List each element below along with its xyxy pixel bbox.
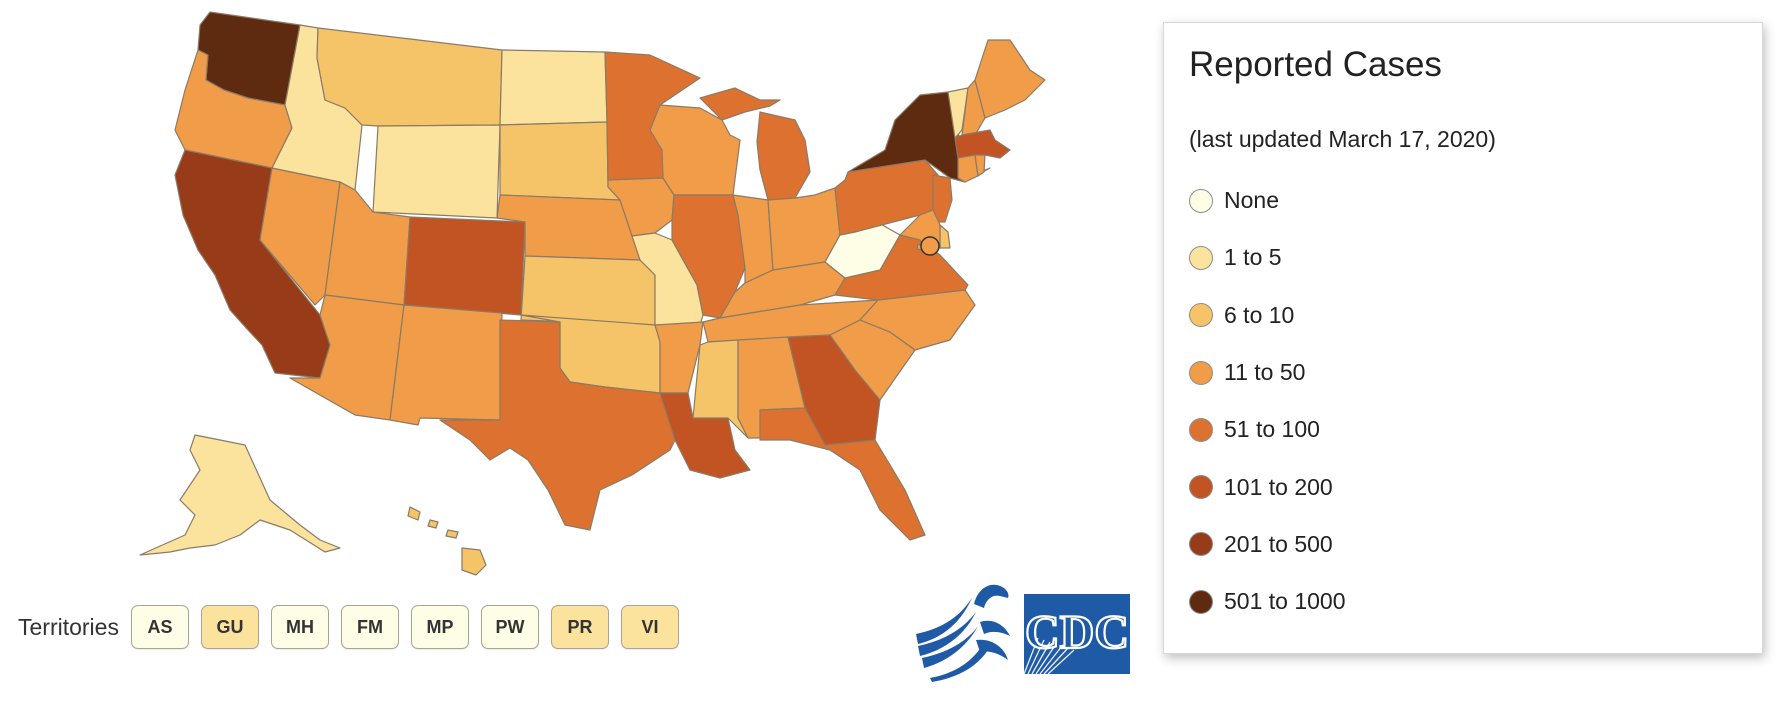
territory-button-mh[interactable]: MH bbox=[270, 605, 329, 649]
territories-label: Territories bbox=[18, 613, 119, 640]
state-tx[interactable] bbox=[439, 319, 676, 531]
territory-button-as[interactable]: AS bbox=[130, 605, 189, 649]
state-fl[interactable] bbox=[759, 407, 926, 541]
legend-item: 1 to 5 bbox=[1189, 229, 1762, 286]
legend-label: 6 to 10 bbox=[1224, 301, 1295, 328]
state-de[interactable] bbox=[939, 224, 951, 249]
state-ri[interactable] bbox=[974, 154, 986, 177]
state-co[interactable] bbox=[403, 216, 526, 316]
state-sd[interactable] bbox=[499, 121, 621, 201]
legend-swatch bbox=[1189, 303, 1213, 328]
state-ca[interactable] bbox=[174, 149, 331, 379]
agency-logos: CDC bbox=[916, 584, 1130, 682]
legend-label: 11 to 50 bbox=[1224, 359, 1306, 386]
legend-label: 1 to 5 bbox=[1224, 244, 1282, 271]
legend-item: 11 to 50 bbox=[1189, 344, 1762, 401]
legend-subtitle: (last updated March 17, 2020) bbox=[1189, 126, 1496, 152]
legend-label: None bbox=[1224, 187, 1279, 214]
territory-button-pw[interactable]: PW bbox=[480, 605, 539, 649]
legend-swatch bbox=[1189, 188, 1213, 213]
state-nd[interactable] bbox=[499, 49, 608, 126]
states-layer bbox=[139, 11, 1046, 576]
state-me[interactable] bbox=[974, 39, 1046, 119]
legend-item: 201 to 500 bbox=[1189, 516, 1762, 573]
state-ak[interactable] bbox=[139, 434, 341, 556]
state-hi[interactable] bbox=[407, 506, 487, 576]
legend-item: 6 to 10 bbox=[1189, 287, 1762, 344]
state-vt[interactable] bbox=[947, 87, 969, 139]
state-mo[interactable] bbox=[631, 232, 704, 326]
legend-label: 201 to 500 bbox=[1224, 530, 1333, 557]
legend-swatch bbox=[1189, 589, 1213, 614]
hhs-eagle-logo bbox=[916, 584, 1010, 682]
state-ma[interactable] bbox=[954, 129, 1011, 159]
territory-buttons: AS GU MH FM MP PW PR VI bbox=[130, 605, 691, 649]
territory-button-pr[interactable]: PR bbox=[550, 605, 609, 649]
legend-swatch bbox=[1189, 417, 1213, 442]
legend-item: 101 to 200 bbox=[1189, 458, 1762, 515]
state-ks[interactable] bbox=[520, 255, 656, 326]
state-nm[interactable] bbox=[389, 304, 503, 426]
state-ar[interactable] bbox=[654, 321, 704, 394]
legend-item: 501 to 1000 bbox=[1189, 573, 1762, 630]
legend-swatch bbox=[1189, 360, 1213, 385]
legend-label: 51 to 100 bbox=[1224, 416, 1320, 443]
us-map-svg bbox=[139, 11, 1046, 576]
legend-swatch bbox=[1189, 532, 1213, 557]
state-wy[interactable] bbox=[372, 124, 501, 219]
legend-item: None bbox=[1189, 172, 1762, 229]
state-ct[interactable] bbox=[957, 154, 979, 183]
territory-button-gu[interactable]: GU bbox=[200, 605, 259, 649]
legend-list: None 1 to 5 6 to 10 11 to 50 51 to 100 101 to… bbox=[1189, 172, 1762, 630]
legend-title: Reported Cases bbox=[1189, 45, 1442, 84]
territory-button-mp[interactable]: MP bbox=[410, 605, 469, 649]
state-la[interactable] bbox=[659, 392, 751, 479]
cdc-logo-text: CDC bbox=[1025, 606, 1129, 659]
us-cases-map: Territories AS GU MH FM MP PW PR VI CDC bbox=[18, 11, 1130, 682]
cdc-logo: CDC bbox=[1023, 594, 1130, 675]
legend-item: 51 to 100 bbox=[1189, 401, 1762, 458]
legend-label: 501 to 1000 bbox=[1224, 588, 1346, 615]
territories-bar: Territories AS GU MH FM MP PW PR VI bbox=[18, 602, 691, 652]
legend-swatch bbox=[1189, 245, 1213, 270]
legend-swatch bbox=[1189, 475, 1213, 500]
legend-label: 101 to 200 bbox=[1224, 473, 1333, 500]
territory-button-vi[interactable]: VI bbox=[620, 605, 679, 649]
legend-panel: Reported Cases (last updated March 17, 2… bbox=[1163, 22, 1763, 654]
state-nh[interactable] bbox=[961, 79, 986, 136]
dc-marker[interactable] bbox=[920, 236, 940, 256]
territory-button-fm[interactable]: FM bbox=[340, 605, 399, 649]
